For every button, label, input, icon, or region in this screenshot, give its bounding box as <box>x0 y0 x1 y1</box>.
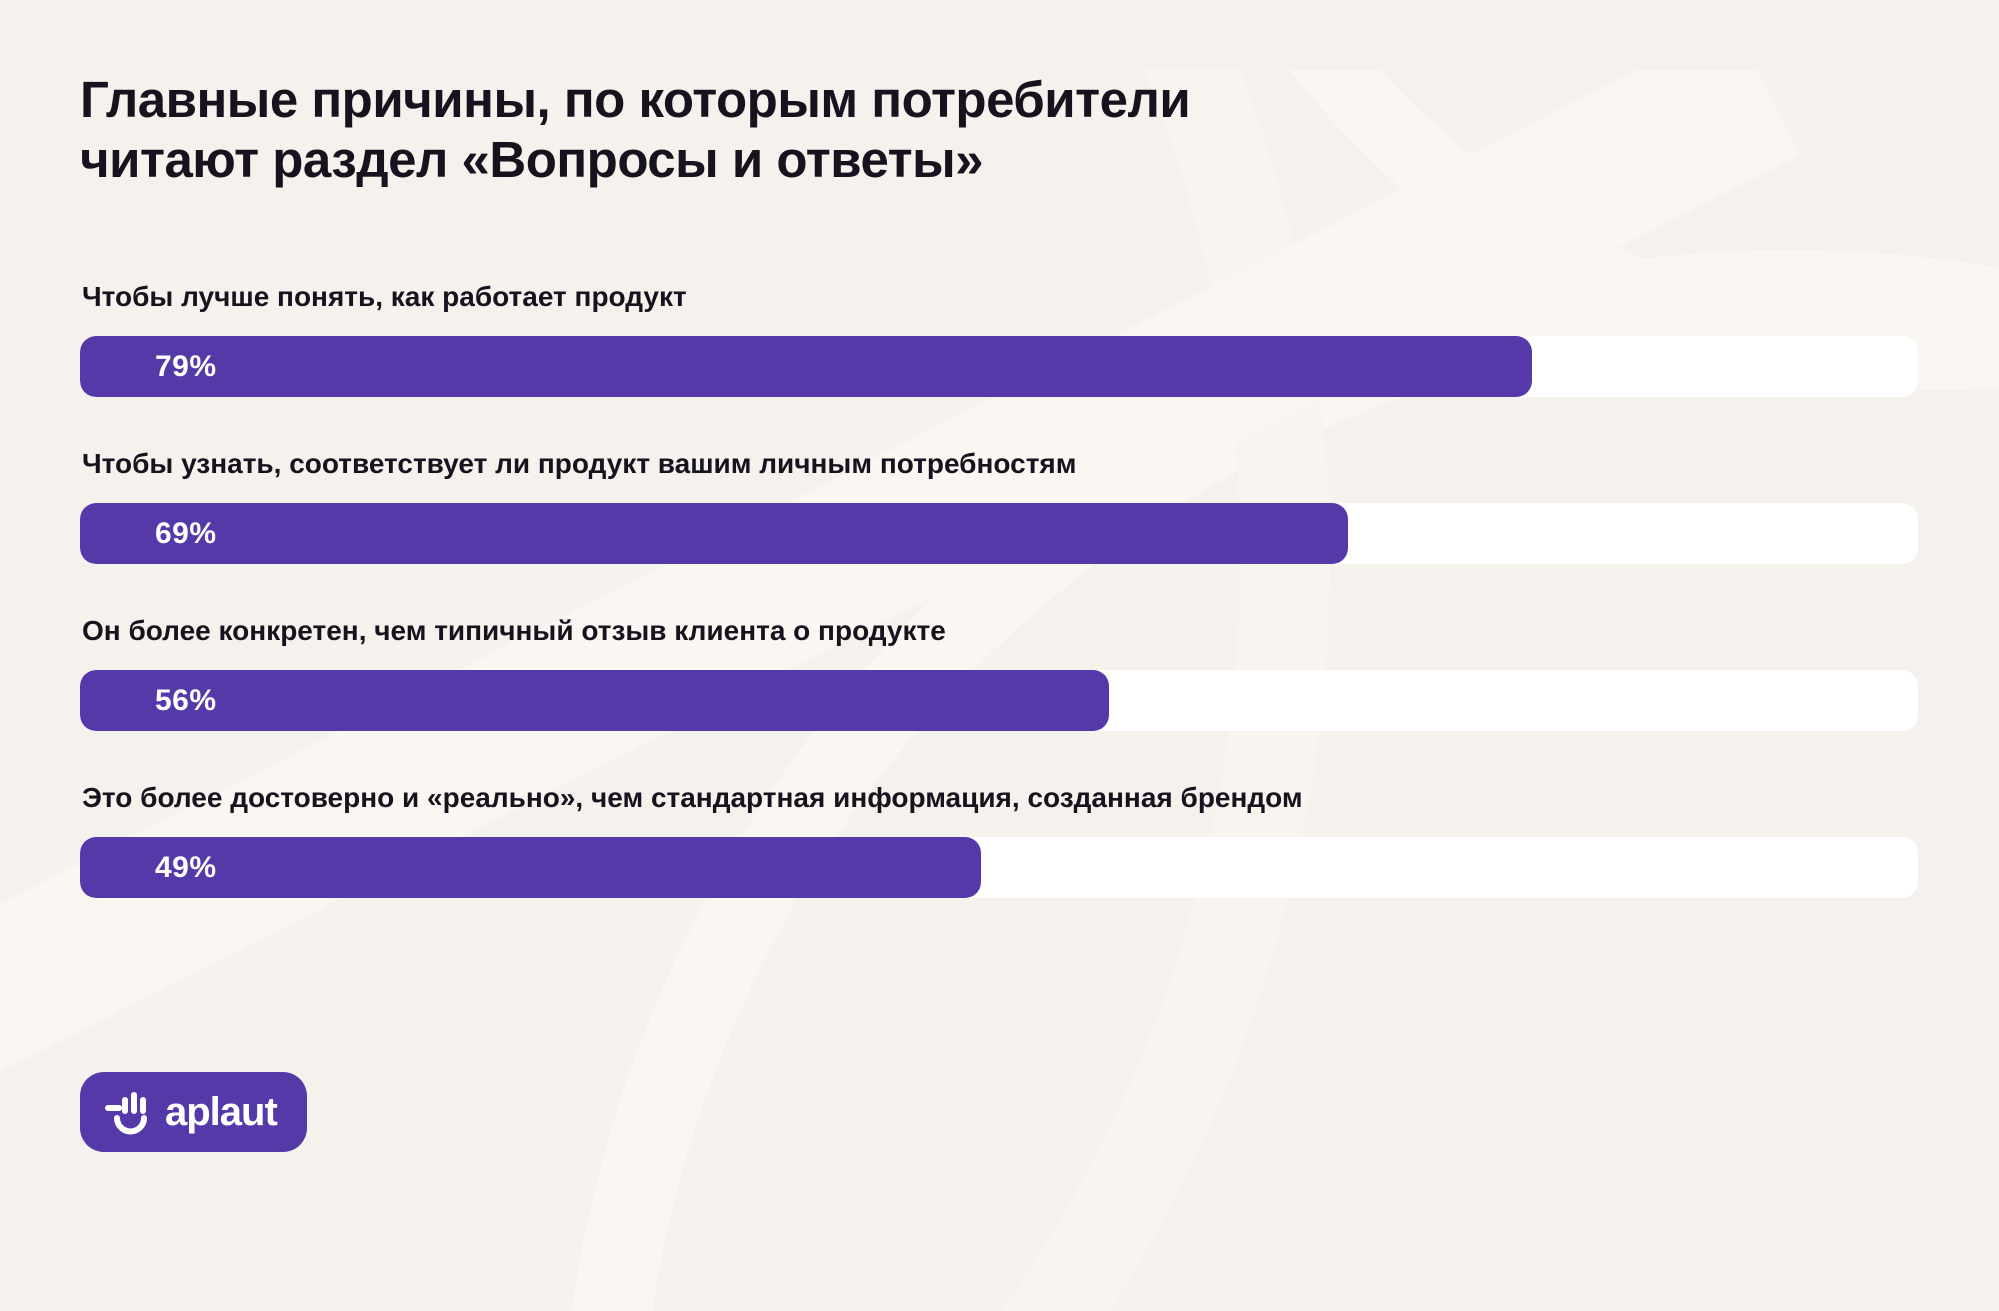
bar-fill: 69% <box>80 503 1349 564</box>
bar-row: Чтобы лучше понять, как работает продукт… <box>80 280 1918 397</box>
bar-value-label: 56% <box>155 683 217 717</box>
bar-track: 79% <box>80 336 1918 397</box>
infographic: Главные причины, по которым потребители … <box>0 70 1999 1152</box>
bar-value-label: 49% <box>155 850 217 884</box>
bar-track: 56% <box>80 670 1918 731</box>
aplaut-hand-icon <box>105 1092 147 1135</box>
bar-value-label: 79% <box>155 349 217 383</box>
bar-value-label: 69% <box>155 516 217 550</box>
bar-fill: 56% <box>80 670 1110 731</box>
aplaut-logo: aplaut <box>80 1072 307 1152</box>
bar-category-label: Чтобы узнать, соответствует ли продукт в… <box>82 448 1077 479</box>
bar-fill: 79% <box>80 336 1533 397</box>
page-title-line-1: Главные причины, по которым потребители <box>80 71 1191 128</box>
logo-text: aplaut <box>165 1089 278 1134</box>
bar-row: Это более достоверно и «реально», чем ст… <box>80 781 1918 898</box>
page-title-line-2: читают раздел «Вопросы и ответы» <box>80 131 984 188</box>
page-title: Главные причины, по которым потребители … <box>80 70 1918 190</box>
bar-category-label: Чтобы лучше понять, как работает продукт <box>82 281 687 312</box>
bar-row: Он более конкретен, чем типичный отзыв к… <box>80 614 1918 731</box>
bar-track: 49% <box>80 837 1918 898</box>
bar-category-label: Он более конкретен, чем типичный отзыв к… <box>82 615 946 646</box>
bar-fill: 49% <box>80 837 981 898</box>
bar-row: Чтобы узнать, соответствует ли продукт в… <box>80 447 1918 564</box>
bar-category-label: Это более достоверно и «реально», чем ст… <box>82 782 1303 813</box>
bar-chart: Чтобы лучше понять, как работает продукт… <box>80 280 1918 898</box>
bar-track: 69% <box>80 503 1918 564</box>
